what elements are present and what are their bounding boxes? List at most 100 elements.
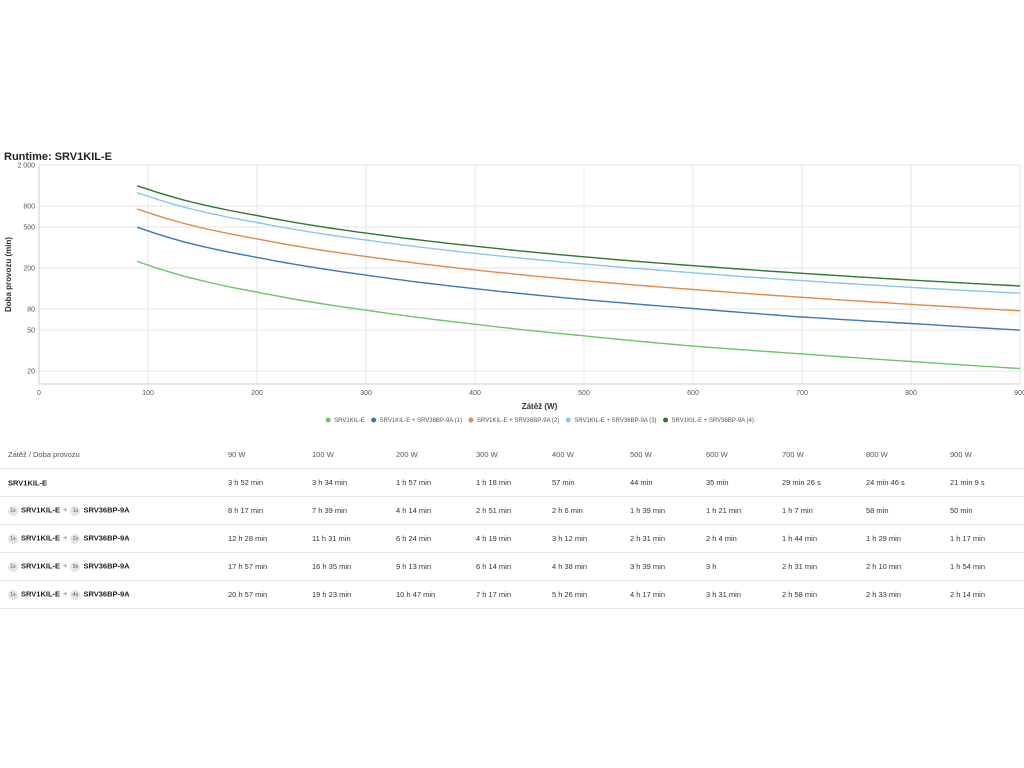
runtime-table: Zátěž / Doba provozu 90 W 100 W 200 W 300 W…	[0, 440, 1024, 609]
y-tick-label: 2 000	[17, 163, 35, 170]
chart-title: Runtime: SRV1KIL-E	[4, 151, 112, 163]
plus-sign: +	[63, 561, 68, 571]
row-config: 1x SRV1KIL-E +4x SRV36BP-9A	[0, 580, 220, 609]
runtime-cell: 58 min	[858, 496, 942, 525]
runtime-cell: 7 h 17 min	[468, 580, 544, 609]
runtime-cell: 2 h 33 min	[858, 580, 942, 609]
header-load-9: 900 W	[950, 449, 972, 459]
runtime-cell: 3 h 52 min	[220, 468, 304, 497]
quantity-badge: 1x	[8, 505, 18, 516]
series-line	[136, 260, 1021, 370]
runtime-cell: 3 h 12 min	[544, 524, 622, 553]
runtime-cell: 21 min 9 s	[942, 468, 1024, 497]
model-name: SRV1KIL-E	[21, 590, 61, 599]
runtime-cell: 2 h 58 min	[774, 580, 858, 609]
table-row: 1x SRV1KIL-E +3x SRV36BP-9A 17 h 57 min 16 h …	[0, 552, 1024, 581]
runtime-cell: 4 h 17 min	[622, 580, 698, 609]
runtime-cell: 1 h 29 min	[858, 524, 942, 553]
quantity-badge: 1x	[8, 589, 18, 600]
y-tick-label: 20	[27, 369, 35, 376]
runtime-cell: 3 h	[698, 552, 774, 581]
runtime-cell: 17 h 57 min	[220, 552, 304, 581]
runtime-cell: 7 h 39 min	[304, 496, 388, 525]
runtime-cell: 3 h 39 min	[622, 552, 698, 581]
legend-marker	[325, 417, 331, 423]
y-tick-label: 50	[27, 328, 35, 335]
y-tick-label: 80	[27, 307, 35, 314]
runtime-cell: 24 min 46 s	[858, 468, 942, 497]
x-tick-label: 0	[37, 390, 41, 397]
runtime-cell: 10 h 47 min	[388, 580, 468, 609]
header-load-5: 500 W	[630, 449, 652, 459]
table-row: 1x SRV1KIL-E +1x SRV36BP-9A 8 h 17 min 7 h 39…	[0, 496, 1024, 525]
quantity-badge: 1x	[8, 533, 18, 544]
runtime-cell: 2 h 14 min	[942, 580, 1024, 609]
runtime-cell: 2 h 31 min	[622, 524, 698, 553]
y-tick-label: 200	[23, 266, 35, 273]
model-name: SRV1KIL-E	[21, 506, 61, 515]
x-tick-label: 800	[905, 390, 917, 397]
runtime-cell: 1 h 7 min	[774, 496, 858, 525]
quantity-badge: 1x	[8, 561, 18, 572]
series-line	[136, 192, 1021, 294]
legend-item-label: SRV1KIL-E	[334, 418, 365, 424]
runtime-cell: 2 h 51 min	[468, 496, 544, 525]
header-load-6: 600 W	[706, 449, 728, 459]
legend-item-label: SRV1KIL-E + SRV36BP-9A (2)	[477, 418, 559, 424]
runtime-cell: 29 min 26 s	[774, 468, 858, 497]
legend-item-label: SRV1KIL-E + SRV36BP-9A (4)	[672, 418, 754, 424]
runtime-cell: 57 min	[544, 468, 622, 497]
model-name: SRV1KIL-E	[8, 478, 48, 488]
header-row: Zátěž / Doba provozu 90 W 100 W 200 W 300 W…	[0, 440, 1024, 469]
model-name: SRV36BP-9A	[83, 506, 130, 515]
table-row: 1x SRV1KIL-E +4x SRV36BP-9A 20 h 57 min 19 h …	[0, 580, 1024, 609]
runtime-cell: 1 h 17 min	[942, 524, 1024, 553]
table-header: Zátěž / Doba provozu 90 W 100 W 200 W 300 W…	[0, 440, 1024, 469]
runtime-cell: 19 h 23 min	[304, 580, 388, 609]
runtime-cell: 3 h 31 min	[698, 580, 774, 609]
legend-marker	[371, 417, 377, 423]
runtime-cell: 2 h 10 min	[858, 552, 942, 581]
runtime-cell: 16 h 35 min	[304, 552, 388, 581]
quantity-badge: 2x	[70, 533, 81, 544]
header-load-4: 400 W	[552, 449, 574, 459]
x-tick-label: 600	[687, 390, 699, 397]
header-load-3: 300 W	[476, 449, 498, 459]
runtime-cell: 11 h 31 min	[304, 524, 388, 553]
x-tick-label: 900	[1014, 390, 1024, 397]
model-name: SRV36BP-9A	[83, 534, 130, 543]
x-tick-label: 200	[251, 390, 263, 397]
x-tick-label: 300	[360, 390, 372, 397]
model-name: SRV36BP-9A	[83, 590, 130, 599]
x-tick-label: 400	[469, 390, 481, 397]
row-config: 1x SRV1KIL-E +1x SRV36BP-9A	[0, 496, 220, 525]
legend-marker	[663, 417, 669, 423]
legend-marker	[565, 417, 571, 423]
legend-marker	[468, 417, 474, 423]
model-name: SRV1KIL-E	[21, 534, 61, 543]
series-line	[136, 185, 1021, 287]
row-config: 1x SRV1KIL-E +2x SRV36BP-9A	[0, 524, 220, 553]
runtime-chart: 0 100 200 300 400 500 600 700 800 900 2 000 800 500 2…	[4, 163, 1024, 425]
runtime-table-container: Zátěž / Doba provozu 90 W 100 W 200 W 300 W…	[0, 440, 1024, 609]
model-name: SRV36BP-9A	[83, 562, 130, 571]
y-tick-label: 800	[23, 204, 35, 211]
runtime-cell: 4 h 19 min	[468, 524, 544, 553]
header-load-8: 800 W	[866, 449, 888, 459]
table-body: SRV1KIL-E 3 h 52 min 3 h 34 min 1 h 57 min 1…	[0, 468, 1024, 609]
runtime-cell: 9 h 13 min	[388, 552, 468, 581]
header-load-7: 700 W	[782, 449, 804, 459]
runtime-cell: 4 h 14 min	[388, 496, 468, 525]
x-axis-label: Zátěž (W)	[522, 402, 558, 411]
runtime-cell: 8 h 17 min	[220, 496, 304, 525]
quantity-badge: 4x	[70, 589, 81, 600]
runtime-cell: 44 min	[622, 468, 698, 497]
legend-item-label: SRV1KIL-E + SRV36BP-9A (3)	[574, 418, 656, 424]
series-line	[136, 208, 1021, 312]
runtime-cell: 35 min	[698, 468, 774, 497]
x-tick-label: 700	[796, 390, 808, 397]
table-row: 1x SRV1KIL-E +2x SRV36BP-9A 12 h 28 min 11 h …	[0, 524, 1024, 553]
runtime-cell: 5 h 26 min	[544, 580, 622, 609]
model-name: SRV1KIL-E	[21, 562, 61, 571]
runtime-cell: 1 h 39 min	[622, 496, 698, 525]
